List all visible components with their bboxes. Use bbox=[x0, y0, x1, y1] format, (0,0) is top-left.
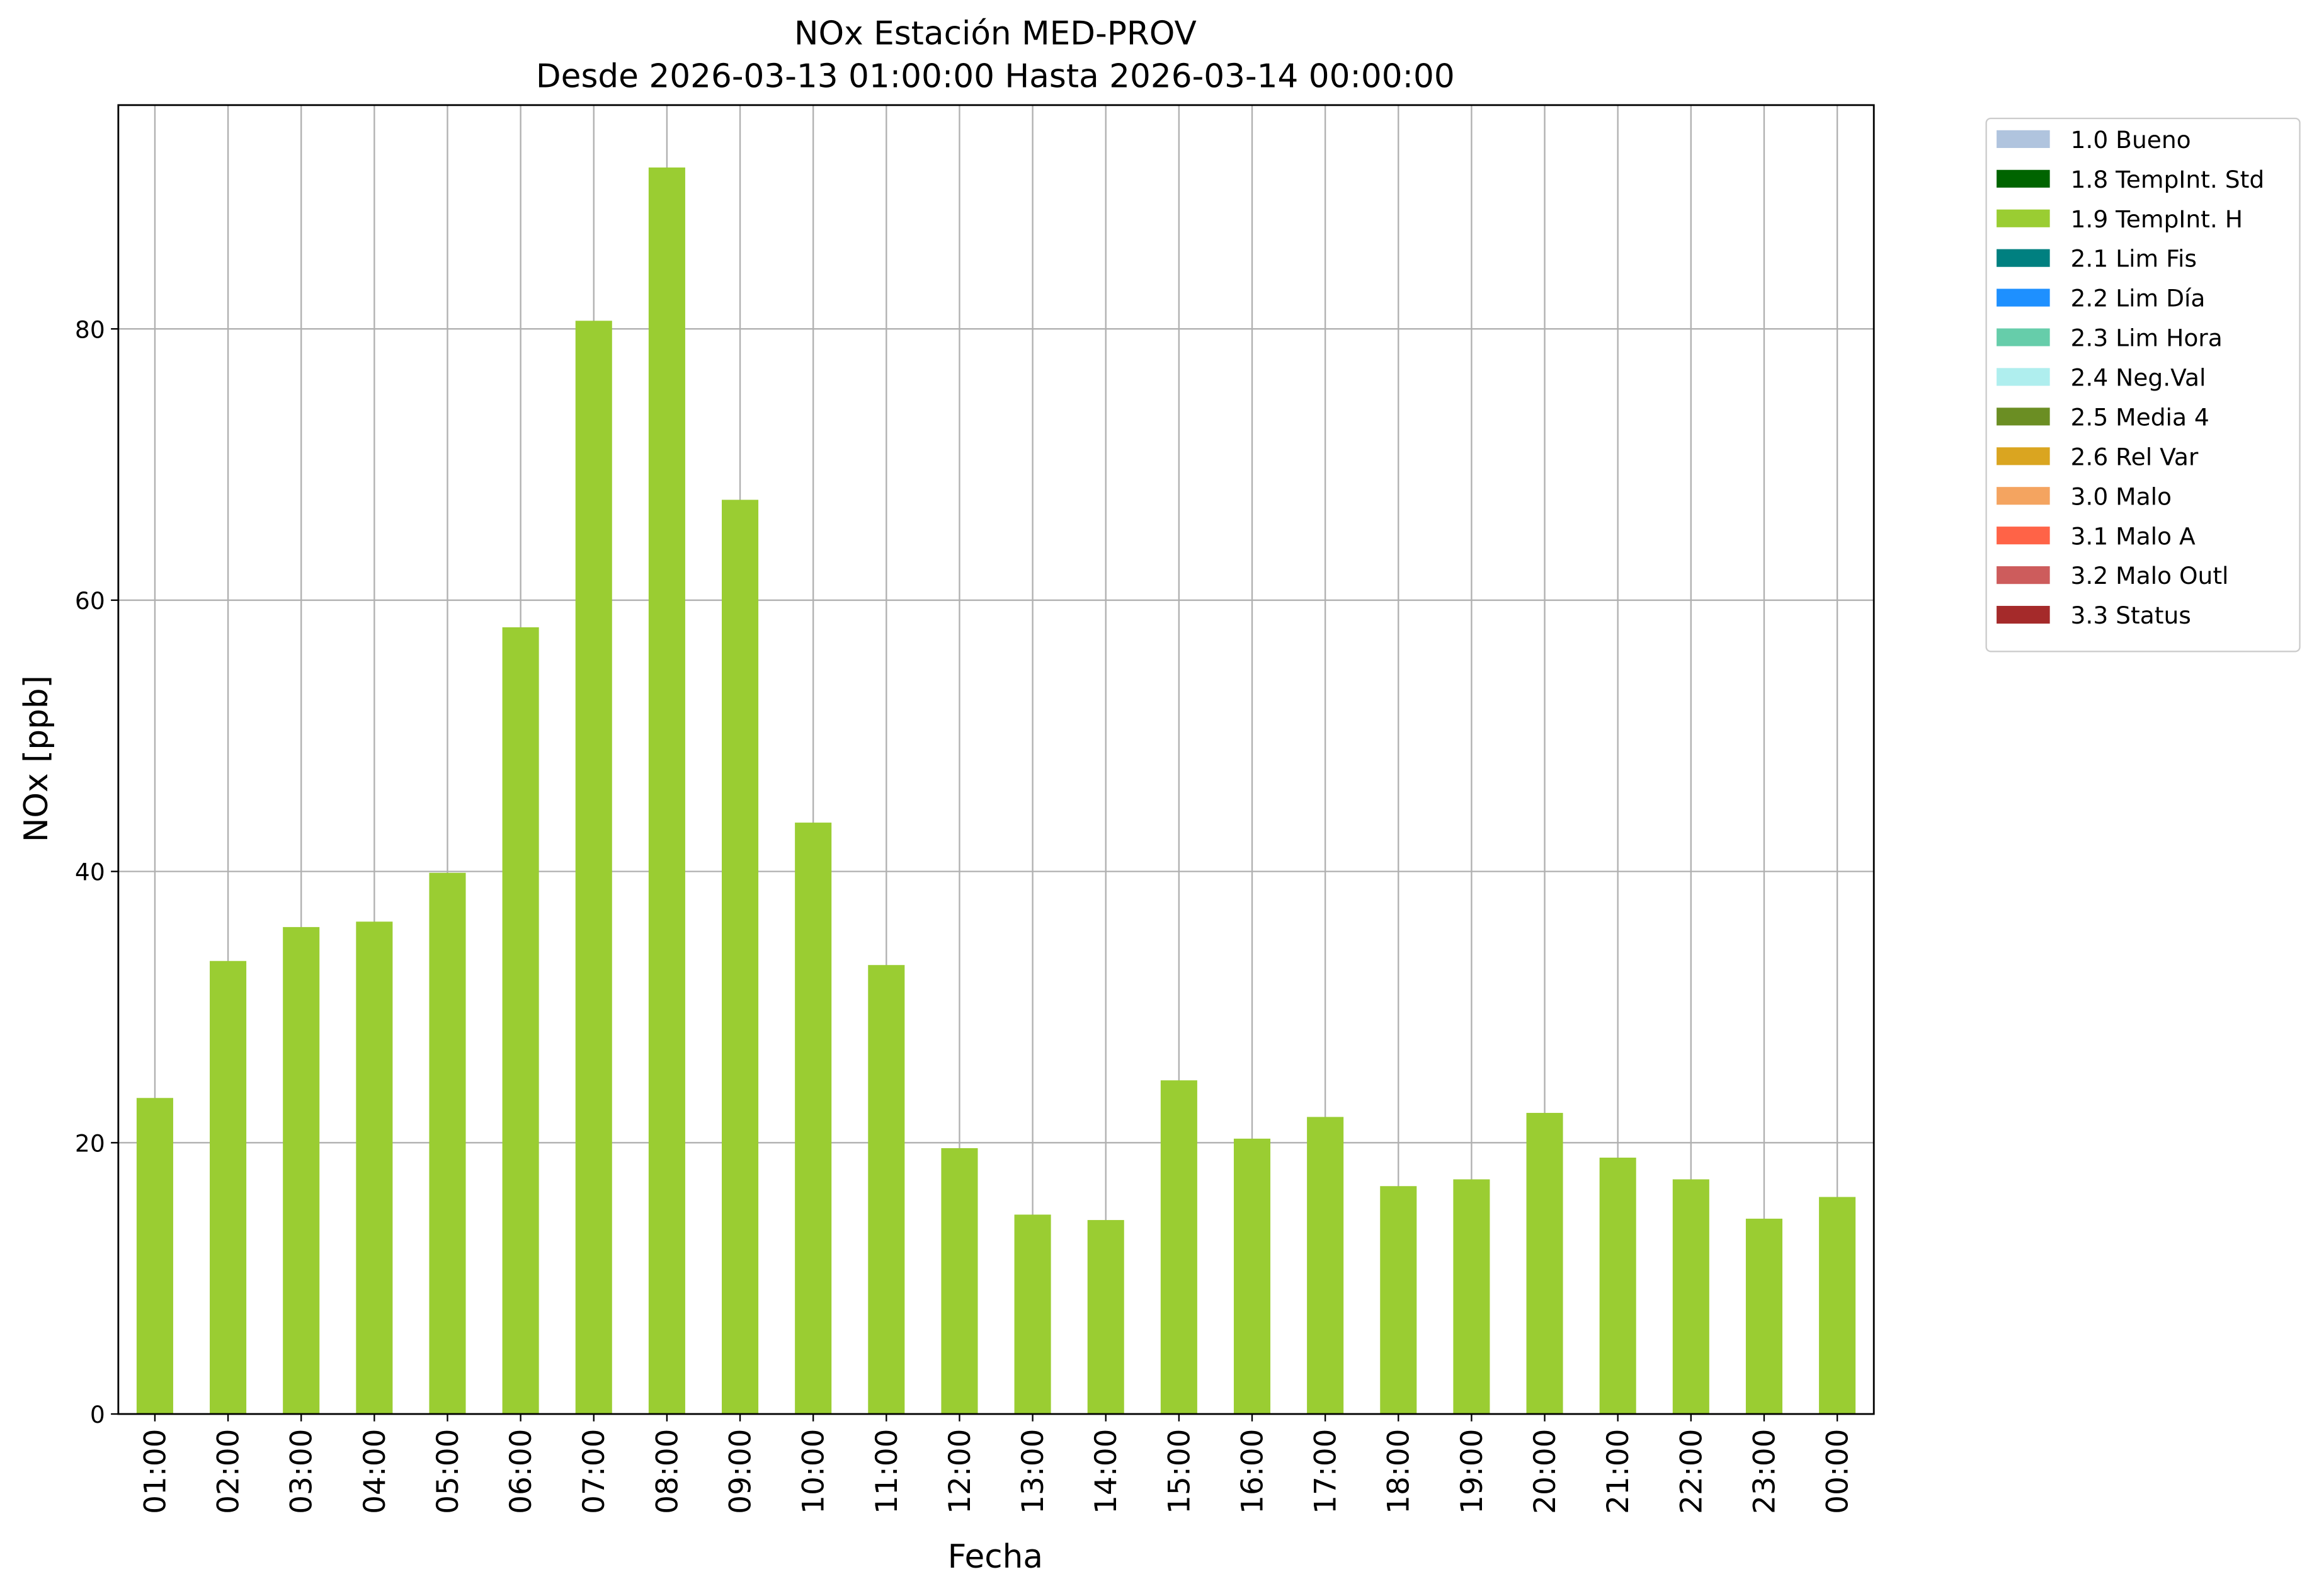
legend-swatch bbox=[1997, 328, 2050, 346]
bar bbox=[722, 499, 759, 1415]
x-tick-label: 10:00 bbox=[797, 1429, 831, 1514]
bar bbox=[429, 872, 466, 1415]
legend-label: 1.8 TempInt. Std bbox=[2071, 166, 2265, 193]
x-tick-label: 16:00 bbox=[1235, 1429, 1270, 1514]
bar bbox=[210, 960, 247, 1415]
x-tick-label: 00:00 bbox=[1821, 1429, 1855, 1514]
legend-label: 1.9 TempInt. H bbox=[2071, 205, 2243, 233]
legend-swatch bbox=[1997, 605, 2050, 624]
bar bbox=[1014, 1214, 1051, 1415]
x-tick-label: 14:00 bbox=[1089, 1429, 1124, 1514]
legend-label: 2.6 Rel Var bbox=[2071, 443, 2199, 470]
y-tick-label: 60 bbox=[75, 587, 105, 615]
legend-swatch bbox=[1997, 130, 2050, 148]
x-tick-label: 12:00 bbox=[943, 1429, 977, 1514]
y-tick-label: 0 bbox=[90, 1401, 105, 1428]
bar bbox=[502, 627, 539, 1415]
bar bbox=[1672, 1179, 1709, 1415]
chart-subtitle: Desde 2026-03-13 01:00:00 Hasta 2026-03-… bbox=[536, 58, 1455, 96]
x-tick-label: 22:00 bbox=[1674, 1429, 1709, 1514]
legend-swatch bbox=[1997, 368, 2050, 386]
bar bbox=[1745, 1218, 1783, 1415]
x-tick-label: 13:00 bbox=[1016, 1429, 1051, 1514]
legend-label: 3.0 Malo bbox=[2071, 482, 2172, 510]
bar bbox=[648, 167, 685, 1415]
x-tick-label: 18:00 bbox=[1382, 1429, 1416, 1514]
x-tick-label: 15:00 bbox=[1162, 1429, 1197, 1514]
x-tick-label: 23:00 bbox=[1747, 1429, 1782, 1514]
x-tick-label: 04:00 bbox=[358, 1429, 392, 1514]
x-tick-label: 09:00 bbox=[723, 1429, 758, 1514]
legend-swatch bbox=[1997, 527, 2050, 545]
y-tick-label: 40 bbox=[75, 858, 105, 886]
x-tick-label: 07:00 bbox=[577, 1429, 612, 1514]
x-tick-label: 02:00 bbox=[212, 1429, 246, 1514]
bar bbox=[1160, 1080, 1197, 1415]
bar bbox=[356, 921, 393, 1415]
legend-swatch bbox=[1997, 169, 2050, 188]
y-tick-label: 20 bbox=[75, 1129, 105, 1157]
legend-label: 2.5 Media 4 bbox=[2071, 403, 2209, 431]
legend-label: 2.4 Neg.Val bbox=[2071, 364, 2206, 392]
x-tick-label: 01:00 bbox=[138, 1429, 173, 1514]
x-tick-label: 21:00 bbox=[1601, 1429, 1636, 1514]
legend-swatch bbox=[1997, 408, 2050, 426]
legend-box bbox=[1985, 117, 2301, 653]
x-tick-label: 19:00 bbox=[1455, 1429, 1490, 1514]
legend-swatch bbox=[1997, 288, 2050, 307]
bar bbox=[575, 321, 612, 1415]
bar bbox=[1599, 1158, 1636, 1415]
x-tick-label: 20:00 bbox=[1528, 1429, 1563, 1514]
legend-label: 2.2 Lim Día bbox=[2071, 285, 2206, 312]
bar bbox=[795, 823, 832, 1415]
plot-frame bbox=[117, 104, 1875, 1415]
legend-label: 3.1 Malo A bbox=[2071, 522, 2196, 550]
bar bbox=[1087, 1220, 1124, 1415]
x-tick-label: 05:00 bbox=[431, 1429, 465, 1514]
bar bbox=[1380, 1186, 1417, 1415]
legend-label: 2.1 Lim Fis bbox=[2071, 245, 2197, 273]
legend-label: 1.0 Bueno bbox=[2071, 126, 2191, 154]
bar bbox=[1819, 1197, 1856, 1415]
x-tick-label: 08:00 bbox=[650, 1429, 685, 1514]
bar bbox=[136, 1098, 173, 1415]
legend-swatch bbox=[1997, 209, 2050, 227]
x-tick-label: 11:00 bbox=[870, 1429, 904, 1514]
bar bbox=[941, 1148, 978, 1415]
y-axis-label: NOx [ppb] bbox=[18, 675, 55, 842]
bar bbox=[1307, 1117, 1344, 1415]
bar bbox=[1233, 1138, 1271, 1415]
legend-swatch bbox=[1997, 566, 2050, 584]
legend-swatch bbox=[1997, 487, 2050, 505]
legend-swatch bbox=[1997, 249, 2050, 267]
chart-title: NOx Estación MED-PROV bbox=[794, 15, 1197, 53]
bar bbox=[868, 965, 905, 1415]
y-tick-label: 80 bbox=[75, 316, 105, 343]
x-tick-label: 03:00 bbox=[285, 1429, 319, 1514]
legend-label: 3.2 Malo Outl bbox=[2071, 562, 2229, 590]
bar bbox=[1526, 1112, 1563, 1415]
x-axis-label: Fecha bbox=[948, 1538, 1043, 1576]
legend-label: 2.3 Lim Hora bbox=[2071, 324, 2223, 352]
legend-label: 3.3 Status bbox=[2071, 601, 2191, 629]
bar bbox=[283, 926, 320, 1415]
bar bbox=[1453, 1179, 1490, 1415]
x-tick-label: 06:00 bbox=[504, 1429, 538, 1514]
x-tick-label: 17:00 bbox=[1309, 1429, 1343, 1514]
legend-swatch bbox=[1997, 447, 2050, 465]
